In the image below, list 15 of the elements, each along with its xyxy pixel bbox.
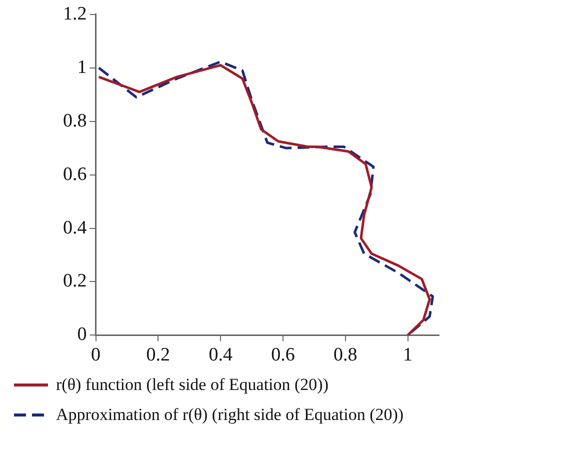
y-tick-label: 0.6 <box>63 164 87 185</box>
x-tick-label: 0.8 <box>334 344 358 366</box>
y-tick-label: 0.8 <box>63 110 87 132</box>
y-tick-label: 0 <box>77 324 87 346</box>
legend-label: r(θ) function (left side of Equation (20)) <box>56 375 328 395</box>
x-tick-label: 0.4 <box>208 344 233 366</box>
x-tick-label: 0 <box>91 344 100 366</box>
y-tick-label: 1 <box>77 56 87 78</box>
x-tick-label: 1 <box>403 344 413 366</box>
x-tick-label: 0.6 <box>271 344 295 366</box>
x-tick-label: 0.2 <box>146 344 170 366</box>
y-tick-label: 0.2 <box>63 270 87 292</box>
legend-label: Approximation of r(θ) (right side of Equation (20)) <box>56 405 404 425</box>
y-tick-label: 0.4 <box>63 217 88 238</box>
y-tick-label: 1.2 <box>63 3 87 24</box>
